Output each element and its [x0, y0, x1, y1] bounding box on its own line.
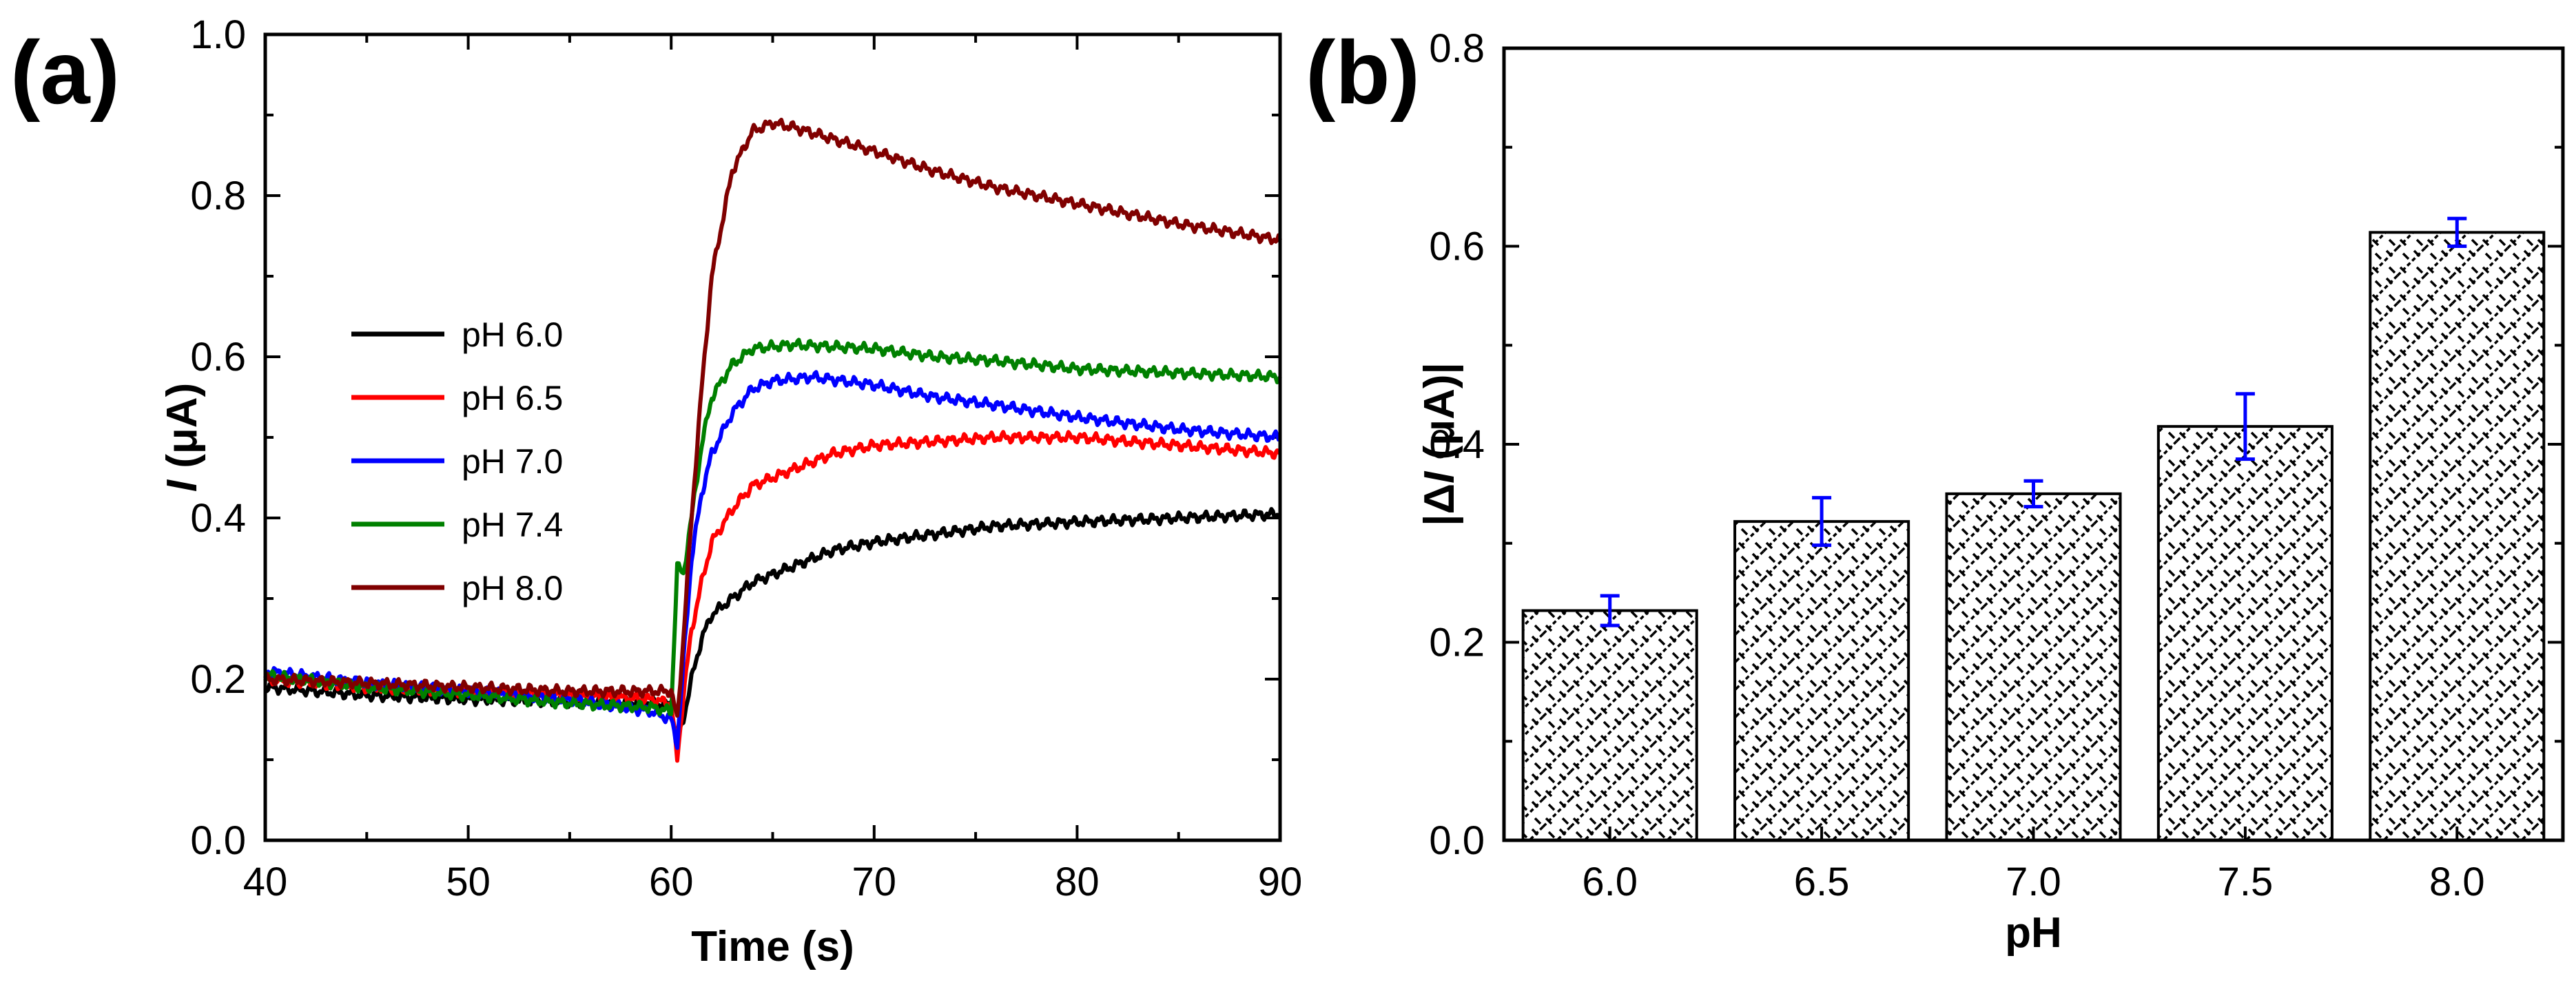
panel-a-y-tick-label: 0.8 [190, 174, 246, 218]
panel-a-x-tick-label: 90 [1258, 860, 1303, 904]
bar-ph-6.5 [1733, 520, 1910, 842]
panel-b-x-axis-title: pH [2005, 909, 2062, 957]
panel-b-bars-group [1521, 216, 2546, 842]
panel-a-x-tick-label: 80 [1055, 860, 1100, 904]
series-line-ph-6.0 [263, 507, 1282, 746]
panel-a-y-axis-title: I (μA) [158, 383, 206, 492]
panel-a-y-tick-label: 0.4 [190, 496, 246, 541]
panel-a: (a) 40 50 60 70 80 90 0.0 0.2 0.4 0.6 0.8 1.0 Time … [10, 12, 1302, 970]
panel-a-y-tick-label: 0.6 [190, 335, 246, 380]
legend-label: pH 8.0 [462, 569, 563, 607]
panel-b-x-tick-label: 7.0 [2006, 860, 2061, 904]
panel-a-x-tick-label: 50 [446, 860, 491, 904]
panel-b-plot-frame [1502, 46, 2565, 842]
panel-b-label: (b) [1306, 22, 1420, 123]
legend-label: pH 6.5 [462, 379, 563, 417]
panel-a-x-axis-title: Time (s) [691, 923, 854, 970]
panel-a-y-tick-label: 1.0 [190, 12, 246, 57]
panel-b-x-tick-label: 6.5 [1794, 860, 1850, 904]
legend-label: pH 6.0 [462, 315, 563, 354]
panel-a-plot-frame [263, 32, 1282, 842]
panel-a-series-group [263, 117, 1282, 763]
panel-a-label: (a) [10, 22, 120, 123]
panel-a-y-axis-title-unit: (μA) [158, 383, 206, 480]
panel-b-tick-labels: 0.0 0.2 0.4 0.6 0.8 6.0 6.5 7.0 7.5 8.0 [1429, 26, 2484, 904]
bar-ph-7.5 [2156, 425, 2333, 842]
panel-b-x-tick-label: 6.0 [1582, 860, 1638, 904]
panel-a-y-axis-title-symbol: I [158, 479, 206, 492]
panel-a-x-tick-label: 40 [243, 860, 288, 904]
panel-b-x-tick-label: 8.0 [2429, 860, 2485, 904]
panel-b-y-axis-title-prefix: |Δ [1416, 484, 1464, 526]
panel-a-y-tick-label: 0.2 [190, 657, 246, 702]
panel-b-y-tick-label: 0.4 [1429, 422, 1485, 467]
panel-a-tick-labels: 40 50 60 70 80 90 0.0 0.2 0.4 0.6 0.8 1.0 [190, 12, 1302, 904]
panel-b-y-tick-label: 0.2 [1429, 621, 1485, 665]
legend-label: pH 7.4 [462, 506, 563, 544]
panel-b-x-tick-label: 7.5 [2218, 860, 2274, 904]
legend-label: pH 7.0 [462, 442, 563, 481]
panel-b-y-axis-title-unit: (μA)| [1416, 362, 1464, 472]
panel-a-x-tick-label: 60 [649, 860, 694, 904]
panel-a-y-tick-label: 0.0 [190, 818, 246, 863]
panel-b-y-tick-label: 0.6 [1429, 225, 1485, 269]
panel-b-y-tick-label: 0.0 [1429, 818, 1485, 863]
series-line-ph-8.0 [263, 117, 1282, 718]
panel-b-y-tick-label: 0.8 [1429, 26, 1485, 71]
panel-a-ticks [264, 33, 1281, 842]
series-line-ph-6.5 [263, 430, 1281, 763]
panel-a-x-tick-label: 70 [852, 860, 897, 904]
panel-b-y-axis-title: |ΔI (μA)| [1416, 362, 1464, 526]
series-line-ph-7.4 [263, 337, 1282, 716]
panel-b-y-axis-title-symbol: I [1416, 470, 1463, 484]
panel-a-legend: pH 6.0 pH 6.5 pH 7.0 pH 7.4 pH 8.0 [351, 315, 563, 607]
panel-b: (b) 0.0 0.2 0.4 0.6 0.8 6.0 6.5 7.0 7.5 8.0 pH |Δ… [1306, 22, 2565, 957]
bar-ph-8.0 [2369, 231, 2546, 842]
bar-ph-7.0 [1945, 492, 2122, 842]
bar-ph-6.0 [1521, 609, 1698, 842]
